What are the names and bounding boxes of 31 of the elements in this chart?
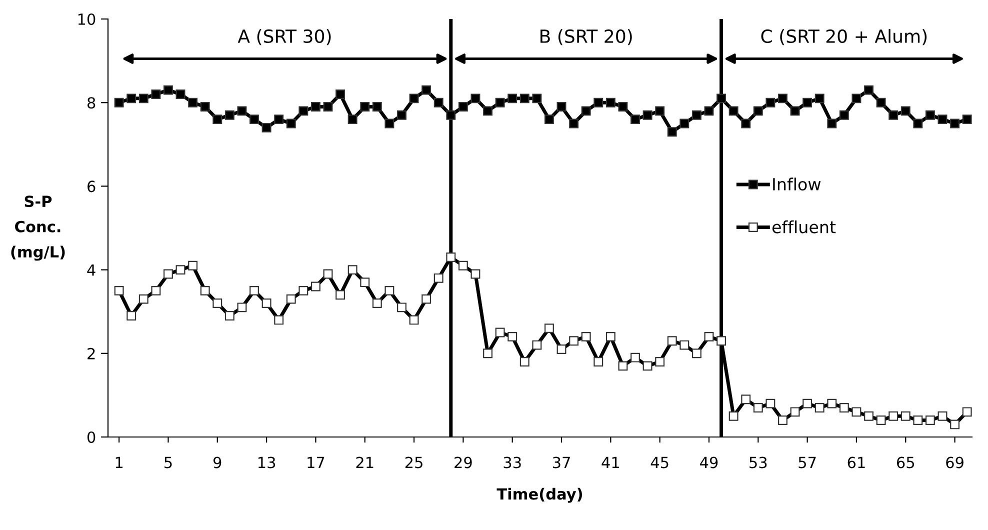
x-tick-label: 1 [116, 456, 123, 468]
x-tick-label: 53 [750, 456, 767, 468]
legend-label: Inflow [773, 178, 821, 191]
legend-label: effluent [772, 220, 836, 234]
x-tick-label: 33 [504, 456, 521, 468]
x-tick-label: 9 [213, 456, 222, 468]
x-tick-label: 17 [308, 456, 324, 468]
annotation: C (SRT 20 + Alum) [761, 29, 927, 46]
y-tick-label: 0 [87, 431, 96, 444]
x-tick-label: 65 [896, 456, 914, 468]
x-tick-label: 49 [700, 456, 718, 468]
x-tick-label: 21 [356, 456, 374, 468]
y-axis-title: S-P Conc. (mg/L) [11, 196, 65, 261]
annotation: A (SRT 30) [238, 29, 331, 46]
x-tick-label: 69 [946, 456, 964, 468]
y-tick-label: 2 [88, 348, 95, 360]
y-tick-label: 4 [87, 264, 96, 276]
x-axis-title: Time(day) [496, 488, 582, 503]
y-tick-label: 10 [78, 13, 96, 26]
y-tick-label: 8 [88, 97, 96, 109]
x-tick-label: 5 [164, 456, 172, 468]
x-tick-label: 45 [650, 456, 668, 468]
x-tick-label: 41 [602, 456, 619, 468]
x-tick-label: 13 [258, 456, 276, 468]
x-tick-label: 61 [848, 456, 865, 468]
annotation: B (SRT 20) [540, 29, 632, 46]
x-tick-label: 25 [405, 456, 422, 468]
x-tick-label: 57 [798, 456, 816, 468]
x-tick-label: 37 [552, 456, 570, 468]
y-tick-label: 6 [88, 180, 96, 192]
x-tick-label: 29 [454, 456, 472, 468]
